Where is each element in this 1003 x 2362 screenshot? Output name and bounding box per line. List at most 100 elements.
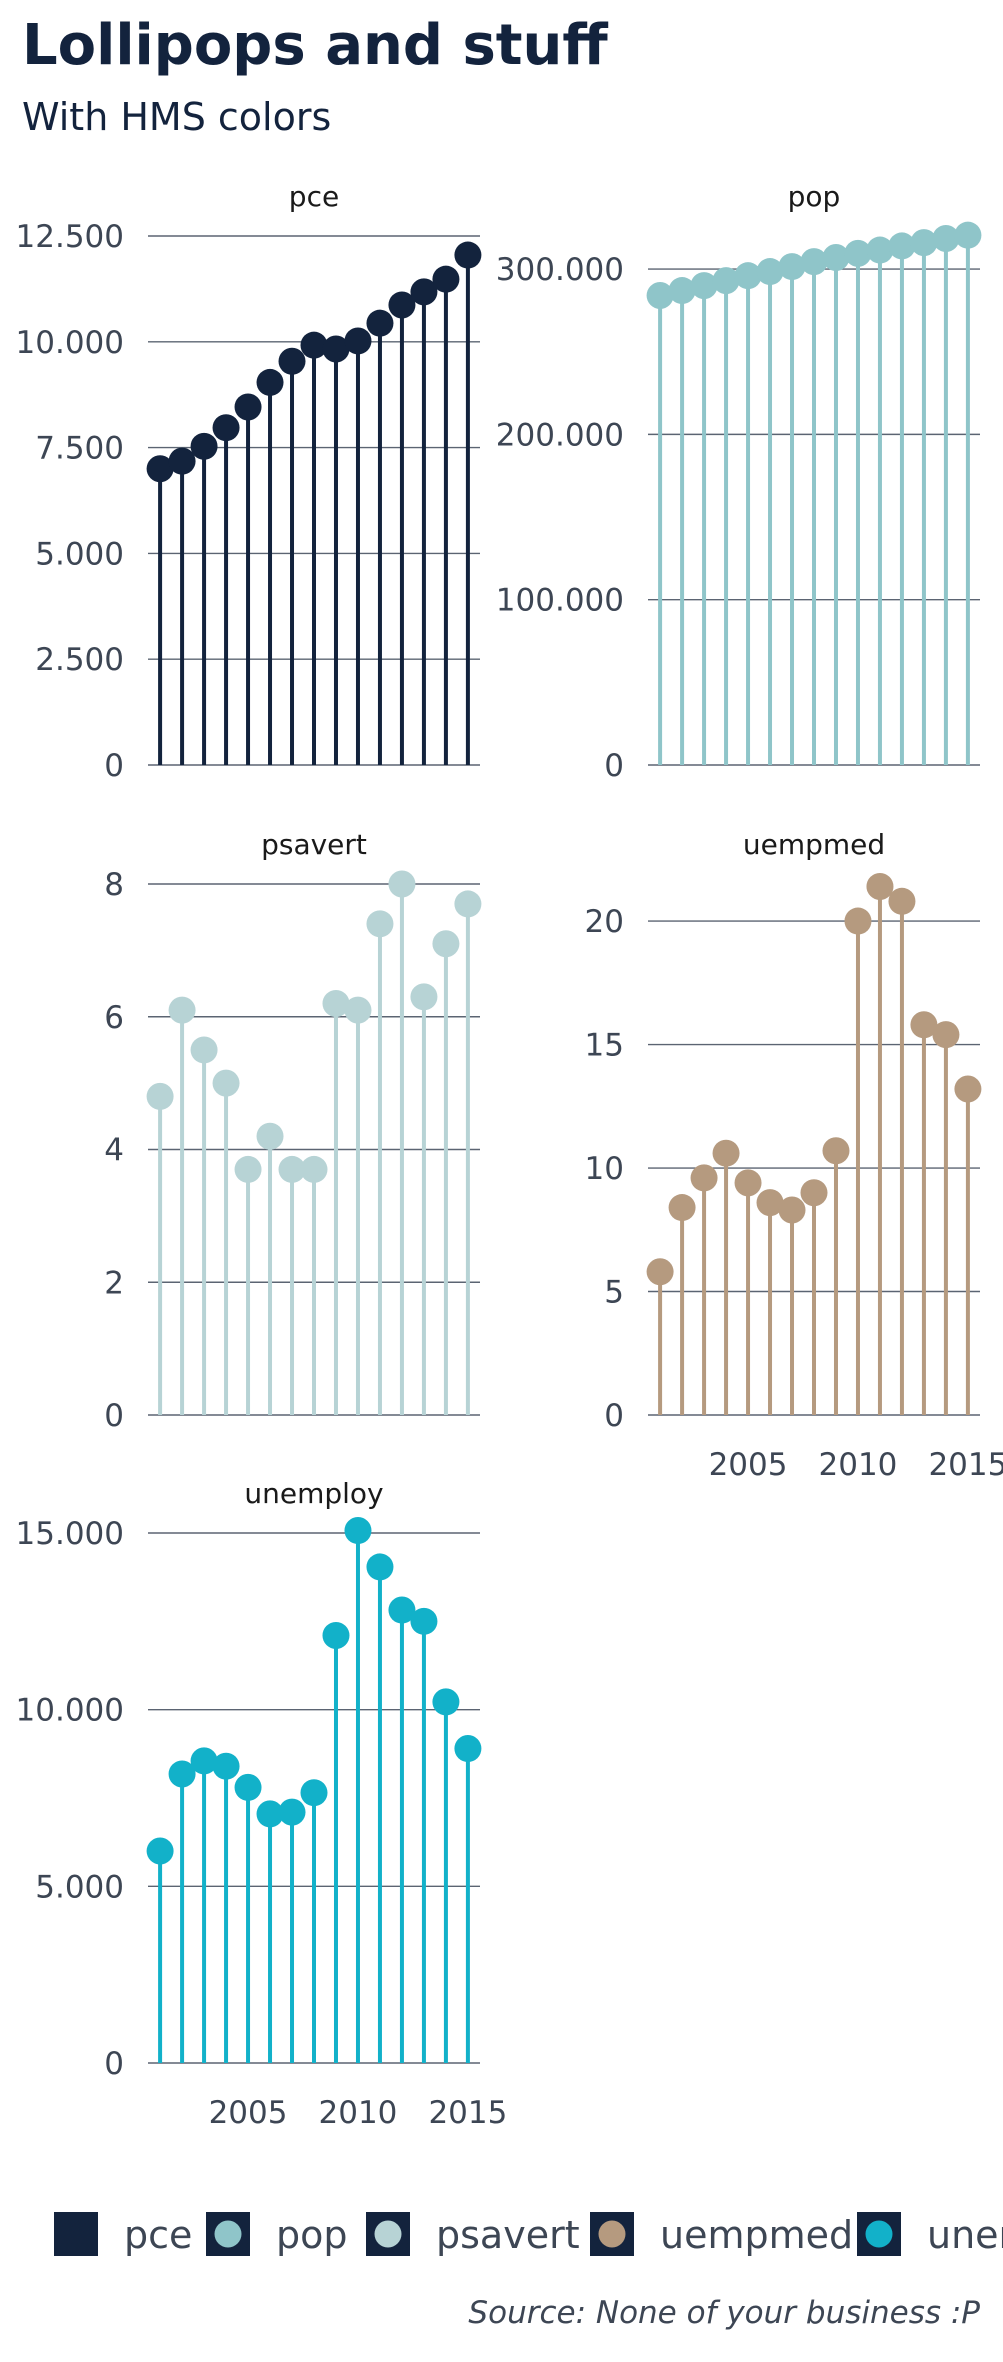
lollipop-point-pop — [910, 229, 938, 257]
lollipop-point-pce — [212, 414, 240, 442]
lollipop-point-uempmed — [954, 1075, 982, 1103]
lollipop-point-uempmed — [866, 872, 894, 900]
lollipop-point-uempmed — [778, 1196, 806, 1224]
lollipop-point-uempmed — [668, 1194, 696, 1222]
legend-label-uempmed: uempmed — [660, 2213, 853, 2257]
y-tick-label-pop: 300.000 — [496, 252, 624, 288]
lollipop-point-unemploy — [168, 1760, 196, 1788]
legend-key-point-psavert — [374, 2220, 402, 2248]
legend-item-unemploy: unemploy — [857, 2212, 1003, 2257]
facet-title-psavert: psavert — [261, 828, 367, 861]
x-tick-label: 2005 — [209, 2095, 288, 2131]
lollipop-point-psavert — [300, 1155, 328, 1183]
legend-key-point-uempmed — [598, 2220, 626, 2248]
x-tick-label: 2015 — [928, 1447, 1003, 1483]
lollipop-point-pop — [734, 262, 762, 290]
facet-unemploy: unemploy 0 5.000 10.000 15.000 2005 2010 2015 — [16, 1477, 508, 2131]
lollipop-point-pce — [168, 447, 196, 475]
legend: pce pop psavert uempmed unemploy — [54, 2212, 1003, 2257]
lollipop-point-unemploy — [300, 1779, 328, 1807]
legend-key-point-pop — [214, 2220, 242, 2248]
lollipop-point-pce — [278, 347, 306, 375]
lollipop-point-psavert — [190, 1036, 218, 1064]
lollipop-point-psavert — [212, 1069, 240, 1097]
lollipop-point-uempmed — [844, 907, 872, 935]
facet-title-uempmed: uempmed — [743, 828, 885, 861]
y-tick-label-psavert: 4 — [104, 1133, 124, 1169]
lollipop-point-pce — [256, 368, 284, 396]
lollipop-point-uempmed — [888, 887, 916, 915]
lollipop-point-uempmed — [932, 1021, 960, 1049]
lollipop-point-psavert — [410, 983, 438, 1011]
lollipop-point-pce — [344, 327, 372, 355]
lollipop-point-uempmed — [734, 1169, 762, 1197]
lollipop-point-pce — [410, 278, 438, 306]
lollipop-point-uempmed — [822, 1137, 850, 1165]
legend-item-pce: pce — [54, 2212, 192, 2257]
legend-key-pce — [54, 2212, 98, 2256]
y-tick-label-uempmed: 0 — [604, 1398, 624, 1434]
lollipop-point-unemploy — [234, 1773, 262, 1801]
facet-panels: pce 0 2.500 5.000 7.500 10.000 12.500 pop 0 100.0… — [16, 180, 1003, 2131]
y-tick-label-uempmed: 5 — [604, 1275, 624, 1311]
lollipop-point-unemploy — [432, 1688, 460, 1716]
facet-pop: pop 0 100.000 200.000 300.000 — [496, 180, 982, 784]
lollipop-point-psavert — [432, 930, 460, 958]
legend-key-point-unemploy — [865, 2220, 893, 2248]
lollipop-point-pop — [712, 267, 740, 295]
lollipop-point-uempmed — [690, 1164, 718, 1192]
y-tick-label-pce: 7.500 — [35, 431, 124, 467]
lollipop-point-pop — [888, 232, 916, 260]
lollipop-point-psavert — [322, 989, 350, 1017]
lollipop-point-uempmed — [800, 1179, 828, 1207]
lollipop-point-pop — [668, 277, 696, 305]
y-tick-label-pop: 0 — [604, 748, 624, 784]
lollipop-point-pop — [646, 282, 674, 310]
facet-uempmed: uempmed 0 5 10 15 20 2005 2010 2015 — [585, 828, 1003, 1483]
lollipop-point-pce — [322, 335, 350, 363]
lollipop-point-psavert — [388, 870, 416, 898]
lollipop-point-psavert — [234, 1155, 262, 1183]
x-tick-label: 2015 — [428, 2095, 507, 2131]
lollipop-point-pop — [690, 272, 718, 300]
lollipop-point-psavert — [278, 1155, 306, 1183]
y-tick-label-psavert: 0 — [104, 1398, 124, 1434]
lollipop-point-pop — [778, 253, 806, 281]
lollipop-point-pop — [822, 243, 850, 271]
lollipop-point-unemploy — [388, 1596, 416, 1624]
legend-item-pop: pop — [206, 2212, 348, 2257]
y-tick-label-unemploy: 5.000 — [35, 1869, 124, 1905]
lollipop-point-pop — [954, 221, 982, 249]
lollipop-point-unemploy — [278, 1798, 306, 1826]
lollipop-point-pce — [234, 393, 262, 421]
y-tick-label-pop: 100.000 — [496, 583, 624, 619]
y-tick-label-uempmed: 15 — [585, 1028, 624, 1064]
y-tick-label-pce: 2.500 — [35, 642, 124, 678]
y-tick-label-psavert: 6 — [104, 1000, 124, 1036]
y-tick-label-pce: 0 — [104, 748, 124, 784]
facet-title-unemploy: unemploy — [244, 1477, 383, 1510]
lollipop-point-pop — [932, 224, 960, 252]
facet-pce: pce 0 2.500 5.000 7.500 10.000 12.500 — [16, 180, 482, 784]
x-tick-label: 2010 — [319, 2095, 398, 2131]
facet-psavert: psavert 0 2 4 6 8 — [104, 828, 482, 1434]
y-tick-label-psavert: 2 — [104, 1265, 124, 1301]
y-tick-label-uempmed: 10 — [585, 1151, 624, 1187]
legend-label-psavert: psavert — [436, 2213, 580, 2257]
lollipop-point-unemploy — [410, 1607, 438, 1635]
y-tick-label-unemploy: 0 — [104, 2046, 124, 2082]
y-tick-label-unemploy: 15.000 — [16, 1516, 124, 1552]
lollipop-point-pop — [756, 258, 784, 286]
lollipop-point-unemploy — [190, 1747, 218, 1775]
lollipop-point-unemploy — [322, 1621, 350, 1649]
y-tick-label-pce: 12.500 — [16, 219, 124, 255]
lollipop-point-uempmed — [646, 1258, 674, 1286]
lollipop-point-psavert — [344, 996, 372, 1024]
x-tick-label: 2005 — [709, 1447, 788, 1483]
lollipop-point-psavert — [168, 996, 196, 1024]
chart-caption: Source: None of your business :P — [468, 2295, 980, 2331]
lollipop-point-pce — [146, 455, 174, 483]
y-tick-label-psavert: 8 — [104, 867, 124, 903]
y-tick-label-uempmed: 20 — [585, 904, 624, 940]
